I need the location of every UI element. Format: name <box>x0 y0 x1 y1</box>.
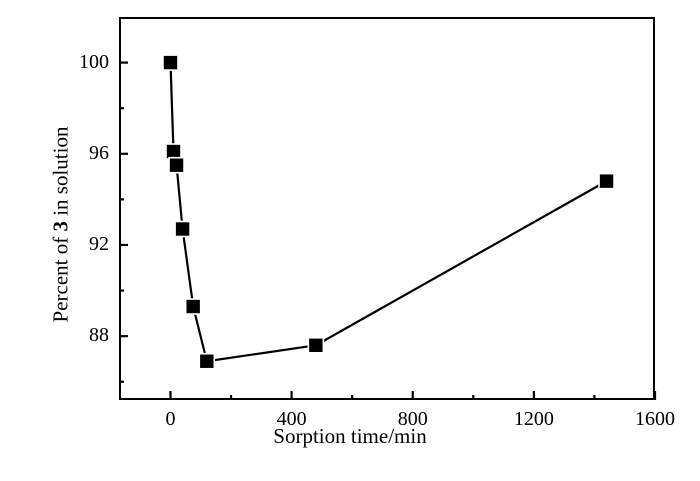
data-point-marker <box>307 336 325 354</box>
plot-frame <box>119 17 655 400</box>
x-tick-label: 0 <box>165 408 176 430</box>
data-point-marker <box>198 352 216 370</box>
y-tick-label: 92 <box>89 232 109 255</box>
ticks-layer <box>119 61 657 400</box>
data-point-marker <box>598 172 615 190</box>
data-point-marker <box>184 298 202 315</box>
x-axis-title: Sorption time/min <box>273 424 427 448</box>
y-axis-title: Percent of 3 in solution <box>49 100 74 350</box>
x-tick-label: 800 <box>397 408 428 430</box>
y-tick-label: 100 <box>79 50 109 73</box>
data-line <box>169 62 608 363</box>
y-axis-title-prefix: Percent of <box>48 231 73 323</box>
data-point-marker <box>168 156 185 174</box>
data-point-marker <box>162 54 179 71</box>
y-tick-label: 88 <box>89 324 109 347</box>
data-point-marker <box>165 143 182 160</box>
data-point-marker <box>174 220 191 238</box>
x-tick-label: 1600 <box>635 408 675 430</box>
data-markers <box>162 54 615 370</box>
y-tick-label: 96 <box>89 141 109 164</box>
x-tick-label: 400 <box>276 408 307 430</box>
y-axis-title-suffix: in solution <box>48 126 73 222</box>
x-tick-label: 1200 <box>513 408 554 430</box>
y-axis-title-compound-number: 3 <box>48 221 73 232</box>
